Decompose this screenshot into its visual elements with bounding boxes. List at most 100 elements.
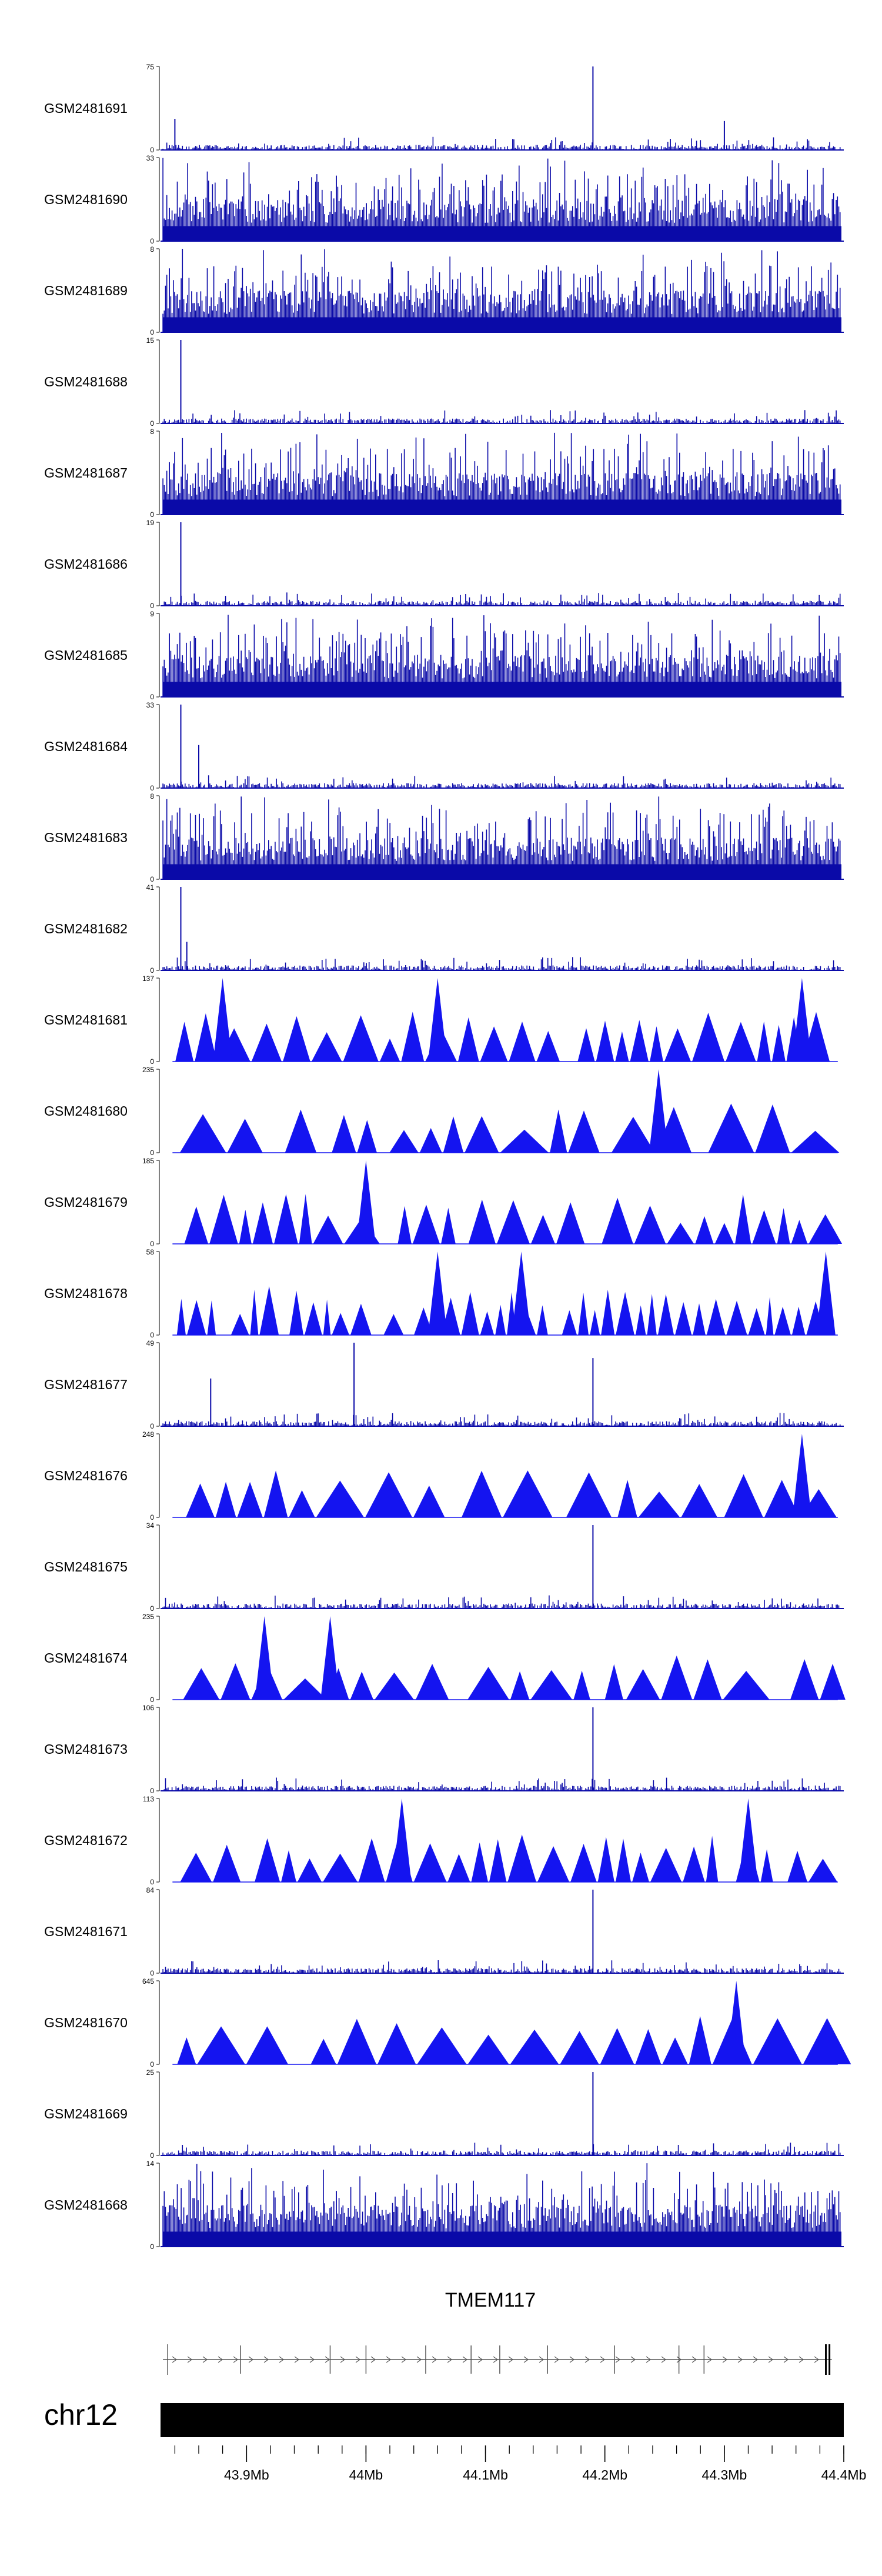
coverage-triangle (320, 1616, 340, 1700)
coverage-triangle (289, 1290, 303, 1335)
coverage-triangle (213, 978, 232, 1062)
strand-arrow (783, 2356, 789, 2363)
coverage-triangle (419, 1128, 442, 1153)
coverage-triangle (657, 1294, 674, 1335)
coverage-triangle (237, 1481, 263, 1517)
coverage-triangle (285, 1109, 317, 1153)
coverage-triangle (230, 1313, 249, 1335)
coverage-triangle (739, 1798, 758, 1882)
y-max-label: 75 (146, 63, 155, 71)
strand-arrow (799, 2356, 804, 2363)
strand-arrow (340, 2356, 346, 2363)
coverage-triangle (755, 1105, 790, 1153)
track-GSM2481680: GSM2481680 235 0 (44, 1066, 840, 1157)
signal-bars (162, 2143, 841, 2155)
signal-bars (162, 1595, 841, 1609)
strand-arrow (722, 2356, 728, 2363)
signal-bars (162, 1413, 841, 1426)
strand-arrow (432, 2356, 437, 2363)
signal-bars (162, 957, 841, 970)
y-max-label: 15 (146, 336, 155, 345)
coverage-triangle (503, 1470, 553, 1517)
coverage-triangle (227, 1119, 263, 1153)
strand-arrow (737, 2356, 743, 2363)
coverage-triangle (530, 1214, 555, 1244)
coverage-triangle (726, 1022, 756, 1062)
coverage-triangle (626, 1669, 660, 1700)
coverage-triangle (413, 1843, 447, 1882)
signal-bars (162, 410, 841, 423)
y-min-label: 0 (150, 966, 154, 975)
coverage-triangle (467, 2034, 509, 2064)
coverage-triangle (428, 978, 447, 1062)
track-GSM2481689: GSM2481689 8 0 (44, 245, 844, 336)
coverage-triangle (693, 1303, 706, 1335)
coverage-triangle (332, 1313, 349, 1335)
coverage-triangle (297, 1858, 322, 1882)
x-tick-label: 44.4Mb (821, 2467, 867, 2482)
coverage-triangle (389, 1130, 419, 1153)
y-max-label: 8 (150, 428, 154, 436)
signal-bars (162, 136, 841, 150)
strand-arrow (233, 2356, 239, 2363)
coverage-triangle (675, 1302, 692, 1335)
coverage-triangle (365, 1472, 413, 1517)
coverage-triangle (343, 1015, 379, 1062)
strand-arrow (554, 2356, 560, 2363)
signal-floor (163, 226, 841, 241)
y-max-label: 34 (146, 1521, 155, 1530)
x-tick-label: 43.9Mb (224, 2467, 269, 2482)
gene-model (163, 2344, 832, 2375)
track-label: GSM2481691 (44, 101, 128, 116)
coverage-triangle (379, 1039, 400, 1062)
x-axis-ticks: 43.9Mb 44Mb 44.1Mb 44.2Mb 44.3Mb 44.4Mb (174, 2445, 867, 2482)
y-min-label: 0 (150, 328, 154, 336)
track-label: GSM2481683 (44, 830, 128, 845)
coverage-triangle (239, 1209, 252, 1244)
coverage-triangle (252, 1202, 273, 1244)
coverage-triangle (375, 1672, 414, 1700)
strand-arrow (263, 2356, 269, 2363)
coverage-triangle (766, 1297, 774, 1335)
coverage-triangle (724, 1474, 763, 1517)
track-label: GSM2481680 (44, 1103, 128, 1119)
y-min-label: 0 (150, 1878, 154, 1886)
track-GSM2481682: GSM2481682 41 0 (44, 883, 844, 975)
strand-arrow (172, 2356, 178, 2363)
coverage-triangle (550, 1109, 567, 1153)
coverage-triangle (632, 1853, 649, 1882)
coverage-triangle (706, 1836, 719, 1882)
strand-arrow (707, 2356, 713, 2363)
coverage-triangle (578, 1292, 589, 1335)
y-max-label: 8 (150, 245, 154, 253)
strand-arrow (202, 2356, 208, 2363)
coverage-triangle (661, 1656, 693, 1700)
coverage-triangle (681, 1484, 717, 1517)
coverage-triangle (752, 1210, 776, 1244)
coverage-triangle (735, 1194, 751, 1244)
coverage-triangle (791, 1220, 808, 1244)
coverage-triangle (577, 1028, 595, 1062)
coverage-triangle (808, 1858, 837, 1882)
coverage-triangle (748, 1308, 765, 1335)
strand-arrow (477, 2356, 483, 2363)
coverage-triangle (683, 1846, 705, 1882)
coverage-triangle (777, 1208, 790, 1244)
strand-arrow (615, 2356, 621, 2363)
genome-axis: chr12 43.9Mb 44Mb 44.1Mb 44.2Mb 44.3Mb 44.4Mb (44, 2398, 866, 2482)
y-max-label: 84 (146, 1886, 155, 1894)
strand-arrow (309, 2356, 315, 2363)
coverage-triangle (441, 1207, 456, 1244)
signal-floor (163, 864, 841, 879)
coverage-triangle (509, 1022, 536, 1062)
y-min-label: 0 (150, 1513, 154, 1521)
track-GSM2481691: GSM2481691 75 0 (44, 63, 844, 154)
coverage-triangle (337, 2018, 376, 2064)
coverage-triangle (220, 1663, 250, 1700)
coverage-triangle (467, 1667, 509, 1700)
coverage-triangle (465, 1116, 499, 1153)
coverage-triangle (791, 1306, 806, 1335)
track-GSM2481675: GSM2481675 34 0 (44, 1521, 844, 1613)
coverage-triangle (332, 1115, 356, 1153)
y-max-label: 645 (142, 1977, 154, 1986)
